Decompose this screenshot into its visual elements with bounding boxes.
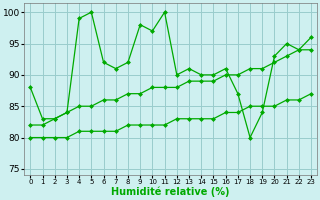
X-axis label: Humidité relative (%): Humidité relative (%) <box>111 187 230 197</box>
